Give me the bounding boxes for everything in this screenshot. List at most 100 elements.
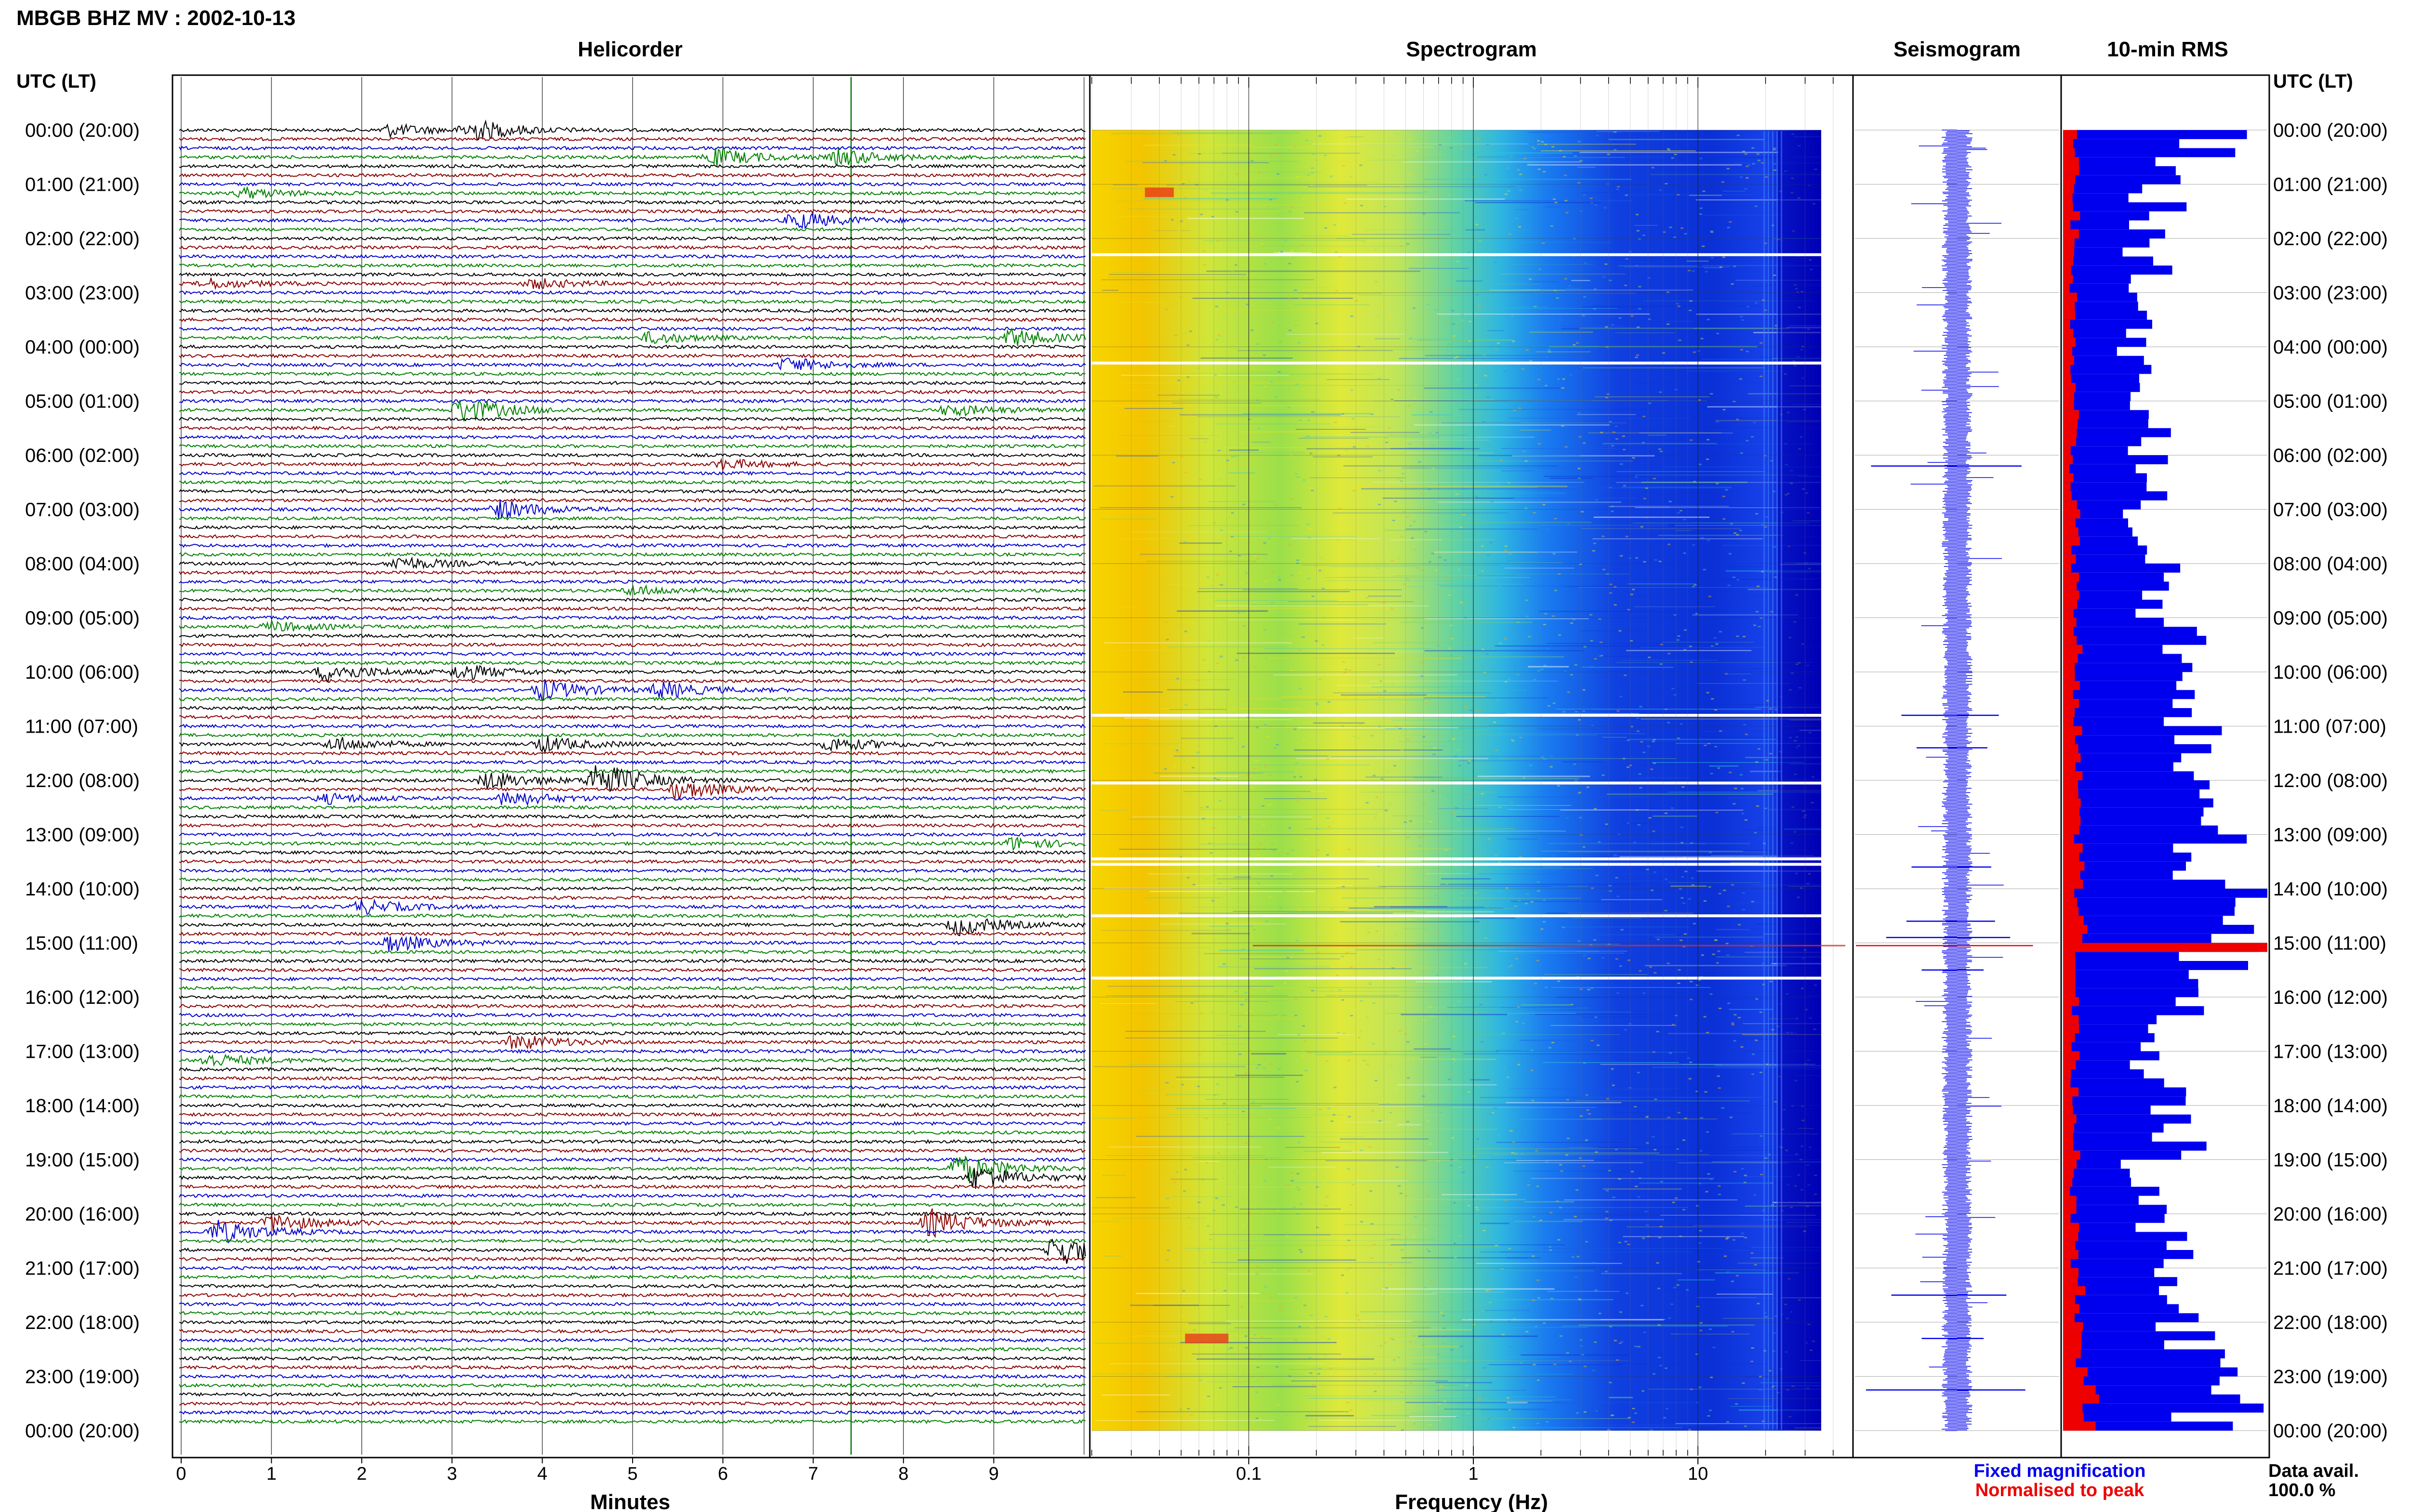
spectrogram-speckle [1294, 1339, 1297, 1341]
spectrogram-speckle [1727, 584, 1731, 586]
spectrogram-speckle [1576, 976, 1580, 978]
spectrogram-speckle [1360, 1000, 1363, 1002]
spectrogram-speckle [1635, 476, 1638, 478]
spectrogram-speckle [1403, 821, 1407, 823]
helicorder-panel-title: Helicorder [578, 38, 683, 61]
spectrogram-speckle [1223, 1179, 1227, 1181]
spectrogram-streak [1543, 867, 1562, 868]
spectrogram-speckle [1423, 1287, 1427, 1288]
spectrogram-speckle [1414, 549, 1417, 551]
spectrogram-speckle [1235, 211, 1239, 212]
spectrogram-speckle [1598, 655, 1602, 657]
spectrogram-speckle [1580, 1345, 1583, 1347]
rms-normalised-bar [2063, 744, 2078, 753]
spectrogram-speckle [1422, 1019, 1425, 1021]
spectrogram-speckle [1515, 218, 1519, 220]
spectrogram-speckle [1690, 999, 1693, 1000]
spectrogram-speckle [1741, 1232, 1744, 1234]
spectrogram-speckle [1285, 1415, 1289, 1417]
spectrogram-speckle [1264, 1286, 1267, 1288]
spectrogram-speckle [1618, 630, 1622, 632]
rms-normalised-bar [2063, 762, 2076, 772]
spectrogram-speckle [1455, 493, 1458, 495]
spectrogram-speckle [1598, 1313, 1602, 1315]
spectrogram-speckle [1205, 434, 1208, 436]
spectrogram-speckle [1329, 1367, 1333, 1369]
spectrogram-streak [1286, 426, 1384, 428]
spectrogram-speckle [1341, 205, 1344, 206]
rms-normalised-bar [2063, 735, 2075, 745]
spectrogram-speckle [1187, 179, 1191, 181]
spectrogram-streak [1521, 1118, 1602, 1120]
spectrogram-streak [1727, 1398, 1821, 1399]
spectrogram-speckle [1572, 1256, 1575, 1258]
spectrogram-speckle [1318, 135, 1322, 137]
spectrogram-speckle [1475, 855, 1479, 857]
spectrogram-speckle [1595, 1410, 1598, 1412]
spectrogram-speckle [1676, 639, 1680, 641]
spectrogram-streak [1230, 371, 1288, 372]
spectrogram-speckle [1212, 865, 1216, 867]
spectrogram-speckle [1695, 1205, 1699, 1207]
spectrogram-speckle [1165, 1201, 1169, 1203]
spectrogram-speckle [1487, 1418, 1491, 1420]
spectrogram-speckle [1214, 374, 1217, 376]
rms-normalised-bar [2063, 681, 2080, 690]
spectrogram-speckle [1623, 448, 1626, 450]
spectrogram-speckle [1594, 1289, 1598, 1291]
spectrogram-streak [1444, 1034, 1620, 1035]
helicorder-x-tick-label: 9 [989, 1464, 999, 1484]
spectrogram-streak [1399, 358, 1585, 359]
spectrogram-speckle [1359, 349, 1362, 351]
spectrogram-speckle [1271, 843, 1274, 845]
spectrogram-data-gap [1092, 857, 1821, 861]
spectrogram-speckle [1165, 639, 1169, 641]
spectrogram-speckle [1676, 1284, 1680, 1286]
spectrogram-data-gap [1092, 714, 1821, 717]
rms-fixed-bar [2063, 762, 2173, 772]
spectrogram-speckle [1236, 347, 1240, 349]
spectrogram-speckle [1741, 1168, 1744, 1170]
spectrogram-speckle [1285, 1235, 1289, 1236]
spectrogram-speckle [1198, 1053, 1201, 1055]
spectrogram-streak [1179, 414, 1341, 416]
spectrogram-streak [1560, 810, 1744, 811]
spectrogram-speckle [1319, 1108, 1322, 1110]
spectrogram-speckle [1504, 550, 1508, 551]
hour-label-left: 12:00 (08:00) [25, 770, 140, 791]
spectrogram-speckle [1303, 1304, 1307, 1306]
spectrogram-streak [1548, 842, 1750, 844]
spectrogram-streak [1261, 987, 1458, 988]
rms-fixed-bar [2063, 446, 2128, 456]
spectrogram-speckle [1714, 709, 1718, 711]
rms-normalised-bar [2063, 979, 2076, 988]
spectrogram-speckle [1278, 579, 1281, 581]
spectrogram-speckle [1624, 674, 1627, 676]
spectrogram-speckle [1639, 787, 1642, 789]
spectrogram-speckle [1464, 963, 1468, 965]
spectrogram-speckle [1583, 194, 1586, 196]
spectrogram-speckle [1421, 836, 1425, 838]
spectrogram-streak [1531, 1178, 1714, 1179]
spectrogram-speckle [1350, 1034, 1353, 1036]
hour-label-right: 00:00 (20:00) [2273, 120, 2388, 141]
spectrogram-speckle [1476, 294, 1479, 296]
spectrogram-speckle [1275, 153, 1279, 155]
spectrogram-speckle [1192, 884, 1196, 885]
spectrogram-speckle [1348, 848, 1351, 850]
spectrogram-speckle [1381, 304, 1385, 306]
spectrogram-streak [1696, 314, 1821, 315]
spectrogram-speckle [1642, 992, 1646, 994]
spectrogram-streak [1423, 746, 1447, 747]
hour-label-right: 05:00 (01:00) [2273, 391, 2388, 412]
spectrogram-speckle [1226, 460, 1230, 461]
spectrogram-speckle [1656, 938, 1660, 940]
spectrogram-speckle [1226, 928, 1230, 930]
spectrogram-speckle [1651, 167, 1655, 169]
spectrogram-speckle [1464, 706, 1467, 707]
spectrogram-speckle [1202, 659, 1205, 661]
spectrogram-speckle [1414, 1026, 1417, 1028]
spectrogram-speckle [1278, 1010, 1281, 1012]
spectrogram-speckle [1243, 625, 1246, 627]
spectrogram-streak [1370, 681, 1558, 682]
